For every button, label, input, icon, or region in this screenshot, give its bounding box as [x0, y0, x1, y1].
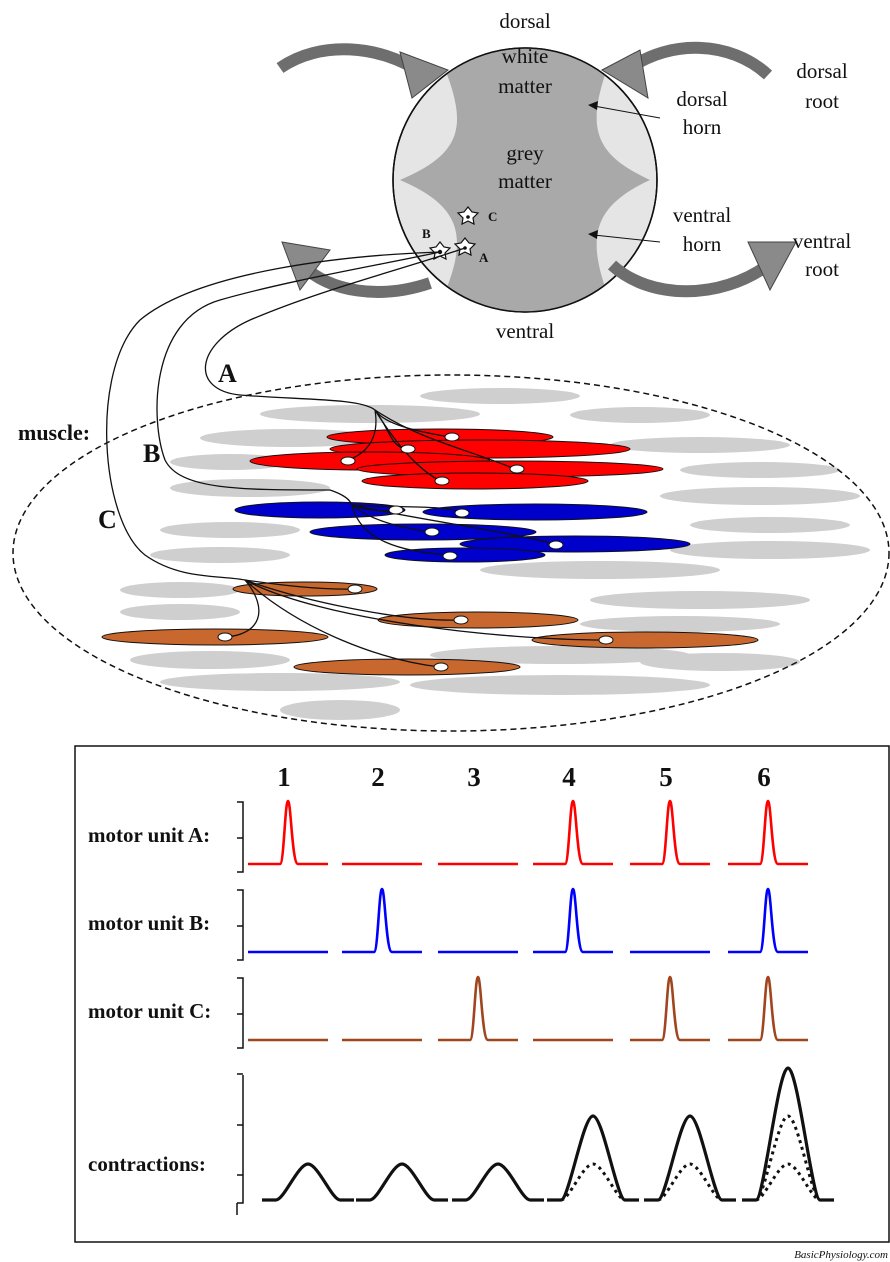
row-label-motor-unit-b: motor unit B:	[88, 911, 210, 935]
ventral-root-label-1: ventral	[793, 229, 851, 253]
recording-frame	[74, 745, 890, 1243]
ventral-root-label-2: root	[805, 257, 839, 281]
contraction-trace	[742, 1066, 834, 1202]
recording-traces	[248, 799, 834, 1202]
contraction-component-trace	[742, 1162, 834, 1202]
dorsal-horn-label-2: horn	[683, 115, 722, 139]
contraction-component-trace	[547, 1162, 639, 1202]
motor-unit-c-trace	[728, 975, 808, 1042]
contraction-trace	[452, 1162, 544, 1202]
motor-unit-a-trace	[533, 799, 613, 866]
dorsal-root-label-2: root	[805, 89, 839, 113]
motor-unit-b-trace	[728, 887, 808, 954]
muscle-fiber	[361, 472, 589, 490]
muscle-fiber	[459, 535, 691, 553]
dorsal-horn-label-1: dorsal	[676, 87, 727, 111]
white-matter-label-1: white	[502, 44, 549, 68]
background-fibers	[120, 388, 870, 720]
neuron-c-label: C	[488, 209, 497, 224]
muscle-fiber	[101, 628, 329, 646]
column-header: 2	[371, 762, 385, 792]
grey-matter-label-1: grey	[506, 141, 544, 165]
column-header: 5	[659, 762, 673, 792]
column-headers: 1 2 3 4 5 6	[277, 762, 771, 792]
contraction-component-trace	[742, 1114, 834, 1202]
row-label-motor-unit-a: motor unit A:	[88, 823, 210, 847]
end-plates	[217, 432, 614, 672]
y-axes	[236, 801, 244, 1215]
muscle-outline	[12, 374, 890, 732]
muscle-fiber	[384, 547, 546, 563]
unit-b-label: B	[143, 439, 160, 468]
contraction-trace	[547, 1114, 639, 1202]
muscle-fiber	[293, 658, 521, 676]
row-label-contractions: contractions:	[88, 1152, 206, 1176]
contraction-trace	[356, 1162, 448, 1202]
unit-c-label: C	[98, 505, 117, 534]
dorsal-label: dorsal	[499, 9, 550, 33]
muscle-fiber	[377, 611, 579, 629]
axon-c	[106, 251, 606, 668]
recording-panel: 1 2 3 4 5 6 motor unit A: motor unit B: motor…	[74, 745, 890, 1243]
axon-a	[204, 247, 516, 482]
muscle-fiber	[232, 581, 378, 597]
credit-text: BasicPhysiology.com	[794, 1249, 888, 1261]
axon-b	[156, 251, 556, 556]
ventral-horn-label-1: ventral	[673, 203, 731, 227]
motor-unit-b-trace	[342, 887, 422, 954]
contraction-trace	[262, 1162, 354, 1202]
motor-unit-c-fibers	[101, 581, 759, 676]
pointer-lines	[588, 101, 661, 243]
ventral-horn-label-2: horn	[683, 232, 722, 256]
motor-unit-b-trace	[533, 887, 613, 954]
ventral-label: ventral	[496, 319, 554, 343]
neuron-b-label: B	[422, 226, 431, 241]
grey-matter-label-2: matter	[498, 169, 552, 193]
column-header: 6	[757, 762, 771, 792]
root-arrows	[276, 41, 797, 298]
neuron-a-label: A	[479, 250, 489, 265]
contraction-component-trace	[644, 1162, 736, 1202]
column-header: 3	[467, 762, 481, 792]
contraction-trace	[644, 1114, 736, 1202]
motor-unit-a-trace	[630, 799, 710, 866]
motor-unit-c-trace	[438, 975, 518, 1042]
dorsal-root-label-1: dorsal	[796, 59, 847, 83]
unit-a-label: A	[218, 359, 237, 388]
column-header: 1	[277, 762, 291, 792]
muscle-label: muscle:	[18, 420, 90, 445]
white-matter-label-2: matter	[498, 74, 552, 98]
motor-unit-a-trace	[728, 799, 808, 866]
muscle-fiber	[422, 503, 648, 521]
row-label-motor-unit-c: motor unit C:	[88, 999, 211, 1023]
motor-unit-a-trace	[248, 799, 328, 866]
muscle-fiber	[531, 631, 759, 649]
motor-unit-b-fibers	[234, 501, 691, 563]
motor-unit-c-trace	[630, 975, 710, 1042]
muscle: muscle: A B C	[12, 247, 890, 732]
column-header: 4	[562, 762, 576, 792]
